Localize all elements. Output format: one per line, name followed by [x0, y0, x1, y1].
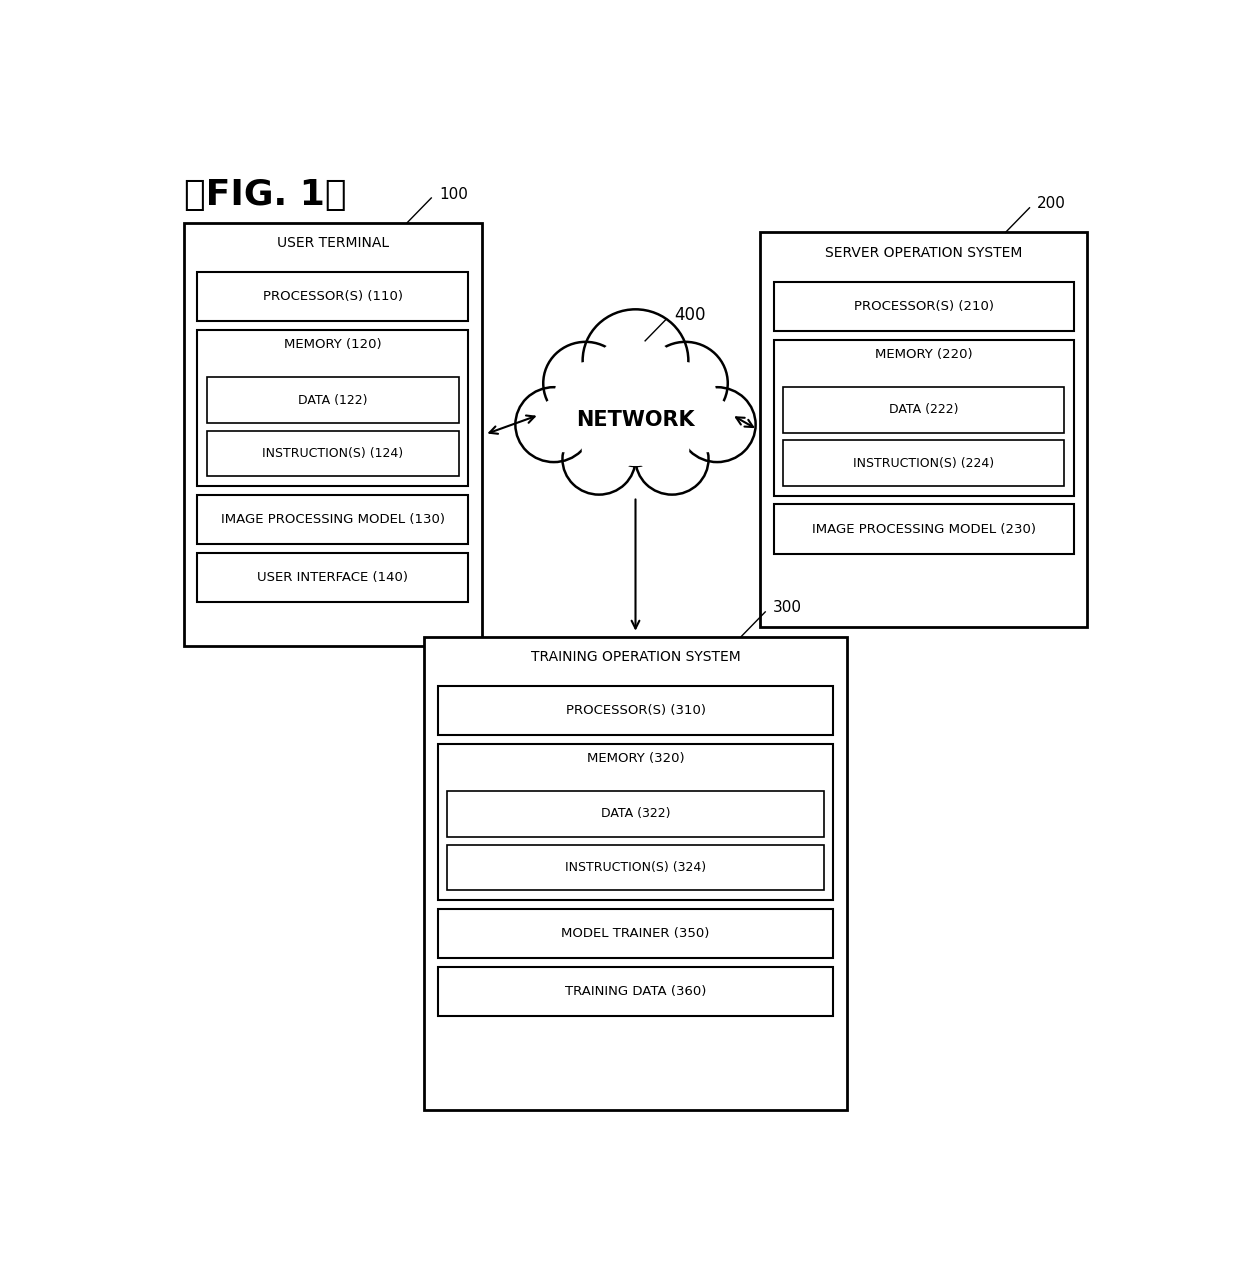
- Text: USER INTERFACE (140): USER INTERFACE (140): [257, 571, 408, 584]
- Ellipse shape: [606, 402, 665, 452]
- Text: SERVER OPERATION SYSTEM: SERVER OPERATION SYSTEM: [825, 246, 1023, 260]
- Text: IMAGE PROCESSING MODEL (130): IMAGE PROCESSING MODEL (130): [221, 513, 445, 526]
- Text: DATA (222): DATA (222): [889, 403, 959, 416]
- FancyBboxPatch shape: [424, 636, 847, 1110]
- Text: NETWORK: NETWORK: [577, 410, 694, 430]
- FancyBboxPatch shape: [197, 494, 469, 544]
- FancyBboxPatch shape: [184, 223, 481, 646]
- Text: MEMORY (220): MEMORY (220): [875, 348, 972, 361]
- Text: INSTRUCTION(S) (224): INSTRUCTION(S) (224): [853, 457, 994, 470]
- Text: MODEL TRAINER (350): MODEL TRAINER (350): [562, 927, 709, 940]
- Text: 100: 100: [439, 187, 467, 201]
- FancyBboxPatch shape: [774, 504, 1074, 554]
- Text: PROCESSOR(S) (310): PROCESSOR(S) (310): [565, 704, 706, 717]
- FancyBboxPatch shape: [438, 966, 833, 1016]
- FancyBboxPatch shape: [448, 791, 823, 837]
- FancyBboxPatch shape: [197, 330, 469, 485]
- FancyBboxPatch shape: [774, 282, 1074, 332]
- Text: DATA (122): DATA (122): [298, 393, 367, 407]
- FancyBboxPatch shape: [784, 387, 1064, 433]
- Ellipse shape: [635, 424, 689, 475]
- FancyBboxPatch shape: [207, 378, 459, 422]
- FancyBboxPatch shape: [438, 909, 833, 957]
- FancyBboxPatch shape: [760, 233, 1087, 627]
- Text: MEMORY (120): MEMORY (120): [284, 338, 382, 351]
- Text: MEMORY (320): MEMORY (320): [587, 751, 684, 765]
- Ellipse shape: [593, 335, 678, 415]
- Ellipse shape: [647, 361, 717, 425]
- Text: 300: 300: [773, 600, 802, 616]
- Ellipse shape: [516, 387, 593, 462]
- Text: PROCESSOR(S) (210): PROCESSOR(S) (210): [854, 300, 993, 312]
- Text: IMAGE PROCESSING MODEL (230): IMAGE PROCESSING MODEL (230): [812, 522, 1035, 535]
- Ellipse shape: [582, 424, 635, 475]
- Ellipse shape: [563, 424, 635, 494]
- Ellipse shape: [678, 387, 755, 462]
- Ellipse shape: [601, 403, 670, 466]
- FancyBboxPatch shape: [438, 686, 833, 735]
- FancyBboxPatch shape: [784, 440, 1064, 485]
- Text: TRAINING DATA (360): TRAINING DATA (360): [564, 984, 707, 998]
- Text: 200: 200: [1037, 196, 1066, 211]
- Ellipse shape: [573, 364, 698, 466]
- Ellipse shape: [554, 361, 624, 425]
- FancyBboxPatch shape: [197, 553, 469, 602]
- Ellipse shape: [533, 397, 594, 452]
- Text: INSTRUCTION(S) (124): INSTRUCTION(S) (124): [262, 447, 403, 460]
- FancyBboxPatch shape: [207, 430, 459, 476]
- FancyBboxPatch shape: [438, 744, 833, 900]
- Text: 【FIG. 1】: 【FIG. 1】: [184, 178, 346, 212]
- Text: USER TERMINAL: USER TERMINAL: [277, 237, 389, 251]
- Ellipse shape: [677, 397, 738, 452]
- Ellipse shape: [635, 424, 708, 494]
- Ellipse shape: [583, 310, 688, 412]
- Text: DATA (322): DATA (322): [600, 808, 671, 820]
- Text: 400: 400: [675, 306, 706, 324]
- Text: TRAINING OPERATION SYSTEM: TRAINING OPERATION SYSTEM: [531, 650, 740, 664]
- Ellipse shape: [543, 342, 627, 425]
- FancyBboxPatch shape: [197, 271, 469, 321]
- Text: INSTRUCTION(S) (324): INSTRUCTION(S) (324): [565, 860, 706, 874]
- Ellipse shape: [644, 342, 728, 425]
- Text: PROCESSOR(S) (110): PROCESSOR(S) (110): [263, 291, 403, 303]
- FancyBboxPatch shape: [774, 340, 1074, 495]
- FancyBboxPatch shape: [448, 845, 823, 890]
